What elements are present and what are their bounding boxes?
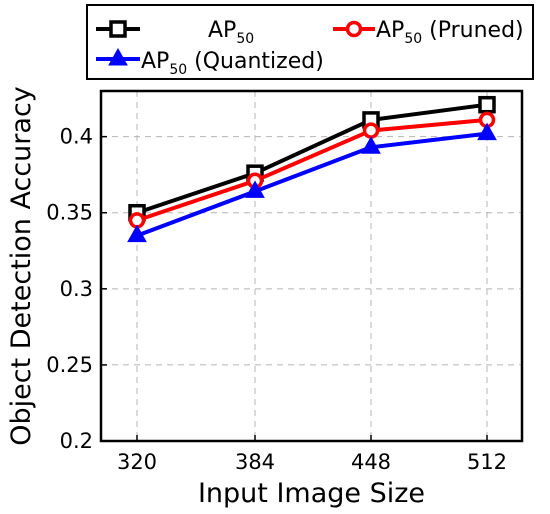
legend-label-name: AP [376,18,404,43]
x-tick-label: 384 [235,450,275,474]
legend-item: AP50 (Pruned) [333,18,524,47]
data-point [477,122,497,141]
y-tick-label: 0.2 [60,429,93,453]
series-layer [127,95,497,243]
legend-label-suffix: (Quantized) [187,49,324,74]
legend-label-subscript: 50 [404,31,422,47]
legend-label-suffix: (Pruned) [422,18,523,43]
data-point [245,180,265,198]
axis-ticks: 0.2 0.25 0.3 0.35 0.4 320 384 448 512 [46,125,507,474]
y-tick-label: 0.25 [46,353,93,377]
data-point [478,95,496,114]
legend-item: AP50 (Quantized) [96,47,324,78]
legend-label: AP50 [208,18,254,47]
x-tick-label: 512 [467,450,507,474]
legend-label: AP50 (Quantized) [141,49,324,78]
x-axis-title: Input Image Size [198,478,425,509]
x-tick-label: 320 [117,450,157,474]
legend-item: AP50 [96,18,254,47]
y-tick-label: 0.3 [60,277,93,301]
series-line [136,117,488,223]
legend-label-name: AP [141,49,169,74]
legend: AP50 AP50 (Pruned)AP50 (Quantized) [86,4,534,80]
legend-marker [108,47,128,66]
series-line [136,102,488,215]
data-point [362,122,380,139]
series-line [136,131,488,238]
data-point [127,224,147,243]
y-tick-label: 0.35 [46,201,93,225]
plot-frame [99,89,524,443]
legend-label-subscript: 50 [169,62,187,78]
legend-box [86,4,534,80]
legend-marker [345,20,363,38]
data-point [361,136,381,154]
legend-label: AP50 (Pruned) [376,18,524,47]
series-triangle [127,122,497,243]
x-tick-label: 448 [351,450,391,474]
y-tick-label: 0.4 [60,125,93,149]
legend-marker [109,20,127,38]
legend-label-name: AP [208,18,236,43]
y-axis-title: Object Detection Accuracy [6,86,37,446]
legend-label-subscript: 50 [236,31,254,47]
